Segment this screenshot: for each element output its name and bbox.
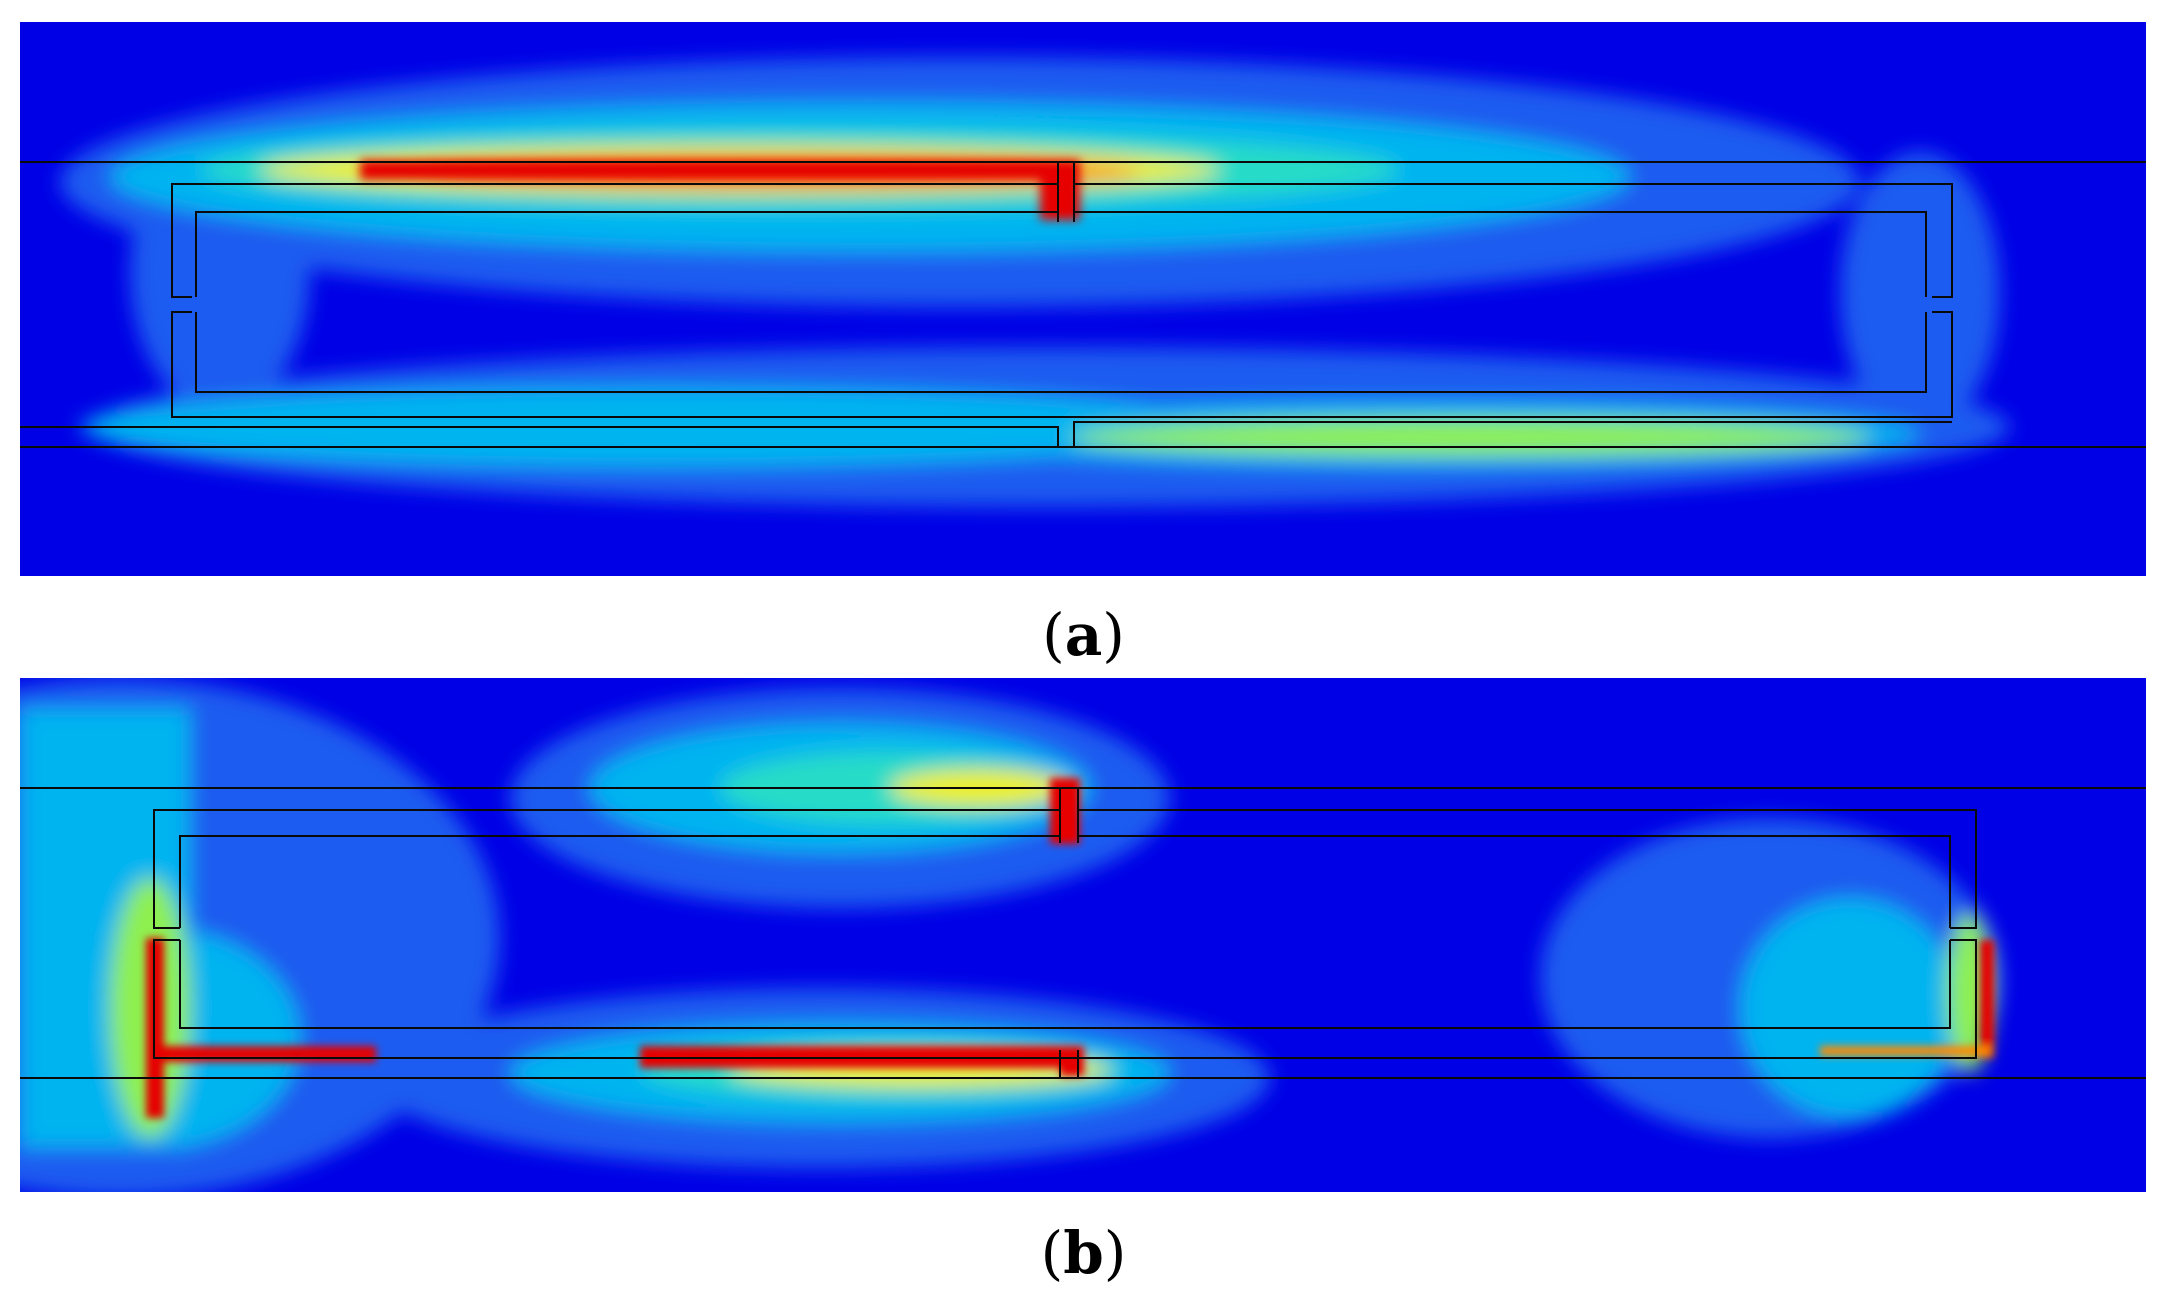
field-map-b [20,678,2146,1192]
caption-a: (a) [1042,601,1125,669]
field-map-panel-b [20,678,2146,1192]
resonator-outline-a [20,161,2146,448]
caption-b: (b) [1040,1219,1127,1287]
field-map-panel-a [20,22,2146,576]
resonator-outline-b [20,787,2146,1079]
field-map-a [20,22,2146,576]
